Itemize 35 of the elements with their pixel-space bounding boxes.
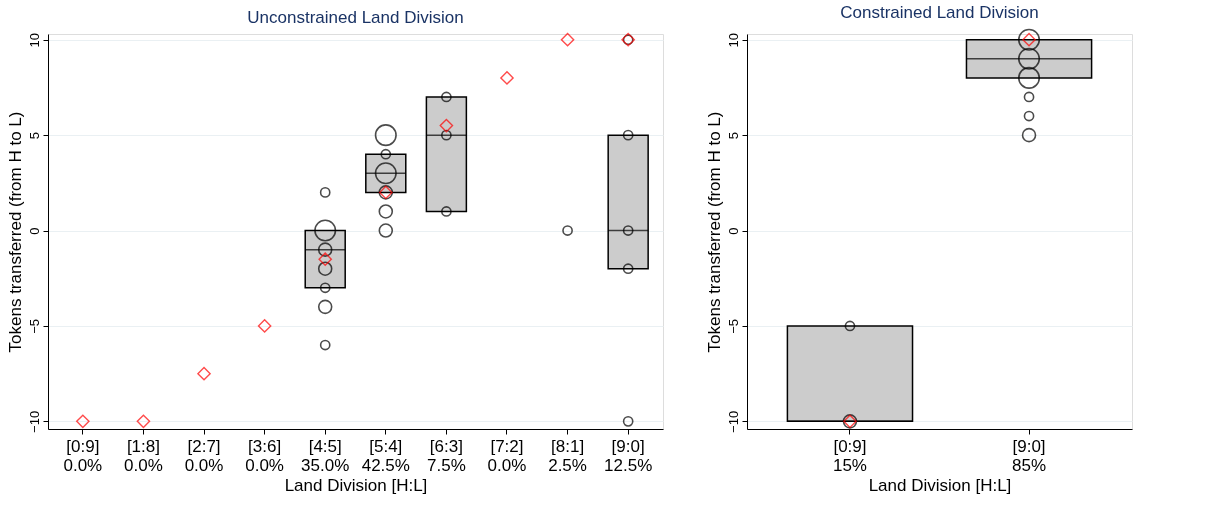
- x-tick-label: [8:1] 2.5%: [548, 436, 587, 475]
- y-tick-label: 5: [725, 132, 741, 140]
- x-tick-label: [1:8] 0.0%: [124, 436, 163, 475]
- y-tick-label: −10: [26, 410, 42, 433]
- x-tick-label: [2:7] 0.0%: [184, 436, 224, 475]
- point: [257, 319, 272, 333]
- point: [76, 414, 90, 429]
- point: [197, 366, 211, 381]
- point: [136, 414, 151, 429]
- y-axis-title: Tokens transferred (from H to L): [704, 111, 724, 353]
- x-tick-label: [9:0] 12.5%: [604, 436, 653, 475]
- x-tick-label: [6:3] 7.5%: [427, 436, 466, 475]
- chart-title: Unconstrained Land Division: [247, 7, 464, 27]
- y-tick-label: 10: [26, 32, 42, 48]
- y-tick-label: 10: [725, 32, 741, 48]
- x-tick-label: [0:9] 15%: [832, 436, 867, 475]
- point: [560, 32, 575, 47]
- x-tick-label: [9:0] 85%: [1012, 436, 1047, 475]
- chart-title: Constrained Land Division: [840, 3, 1039, 23]
- x-tick-label: [7:2] 0.0%: [487, 436, 527, 475]
- y-tick-label: −10: [725, 410, 741, 433]
- x-tick-label: [3:6] 0.0%: [245, 436, 284, 475]
- x-axis-title: Land Division [H:L]: [868, 475, 1012, 495]
- x-tick-label: [0:9] 0.0%: [63, 436, 103, 475]
- y-tick-label: 5: [26, 132, 42, 140]
- point: [439, 118, 454, 133]
- x-tick-label: [5:4] 42.5%: [361, 436, 410, 475]
- x-tick-label: [4:5] 35.0%: [301, 436, 350, 475]
- y-tick-label: −5: [725, 319, 741, 334]
- point: [500, 71, 514, 85]
- y-tick-label: −5: [26, 319, 42, 334]
- y-axis-title: Tokens transferred (from H to L): [5, 111, 25, 353]
- y-tick-label: 0: [26, 227, 42, 235]
- x-axis-title: Land Division [H:L]: [284, 475, 428, 495]
- y-tick-label: 0: [725, 227, 741, 235]
